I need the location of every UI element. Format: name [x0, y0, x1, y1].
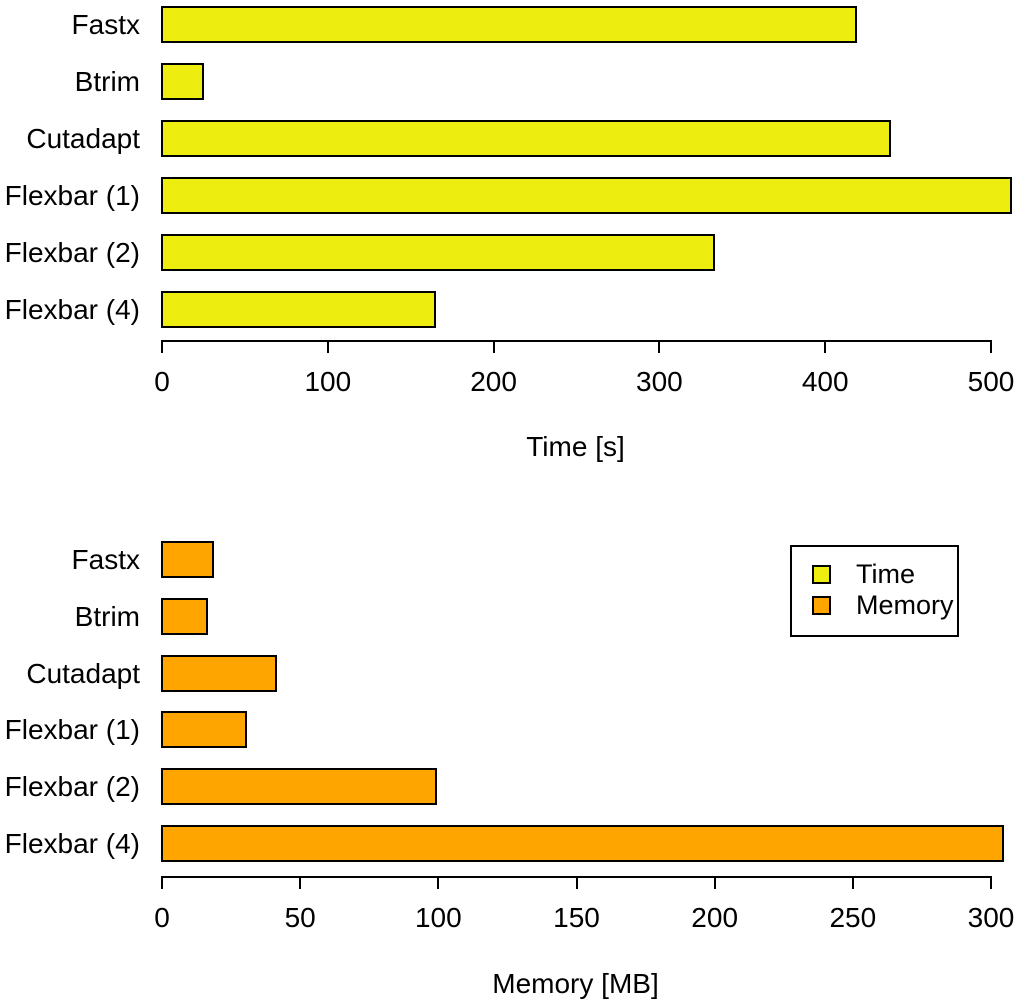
tick-label: 200	[691, 902, 739, 933]
axis-tick	[990, 876, 992, 889]
tick-label: 500	[967, 366, 1015, 397]
category-label: Flexbar (1)	[4, 714, 140, 746]
tick-label: 250	[829, 902, 877, 933]
axis-tick	[161, 340, 163, 353]
memory-bar	[161, 825, 1004, 862]
category-label: Flexbar (4)	[4, 828, 140, 859]
axis-tick	[658, 340, 661, 353]
category-label: Fastx	[71, 544, 140, 575]
tick-label: 0	[154, 366, 170, 397]
time-bar	[161, 6, 858, 43]
legend-entry: Memory	[812, 590, 957, 620]
tick-label: 200	[470, 366, 517, 397]
legend-swatch	[812, 565, 831, 584]
x-axis-title-time: Time [s]	[526, 431, 625, 462]
category-label: Cutadapt	[26, 657, 140, 689]
axis-tick	[575, 876, 578, 889]
category-label: Flexbar (4)	[4, 294, 140, 325]
legend-entry-label: Memory	[856, 590, 954, 620]
axis-tick	[492, 340, 495, 353]
memory-bar	[161, 541, 214, 578]
legend: Time Memory	[790, 545, 959, 637]
legend-swatch	[812, 596, 831, 615]
axis-tick	[990, 340, 992, 353]
axis-tick	[713, 876, 716, 889]
category-label: Cutadapt	[26, 123, 140, 154]
axis-tick	[851, 876, 854, 889]
category-label: Flexbar (2)	[4, 237, 140, 268]
memory-bar	[161, 654, 278, 692]
axis-tick	[824, 340, 827, 353]
time-bar	[161, 291, 437, 328]
category-label: Flexbar (2)	[4, 771, 140, 803]
category-label: Fastx	[71, 9, 140, 40]
tick-label: 0	[154, 902, 170, 933]
tick-label: 100	[414, 902, 462, 933]
legend-entry: Time	[812, 559, 957, 589]
tick-label: 150	[553, 902, 600, 933]
axis-tick	[437, 876, 440, 889]
memory-bar	[161, 768, 438, 806]
axis-tick	[161, 876, 163, 889]
x-axis-title-memory: Memory [MB]	[492, 968, 659, 999]
tick-label: 300	[967, 902, 1015, 933]
tick-label: 100	[304, 366, 352, 397]
time-bar	[161, 234, 715, 271]
time-bar	[161, 177, 1012, 214]
category-label: Flexbar (1)	[4, 180, 140, 211]
memory-bar	[161, 597, 208, 635]
axis-tick	[299, 876, 302, 889]
time-bar	[161, 120, 891, 157]
tick-label: 50	[284, 902, 316, 933]
axis-tick	[326, 340, 329, 353]
memory-bar	[161, 711, 247, 749]
tick-label: 300	[636, 366, 683, 397]
category-label: Btrim	[74, 66, 140, 97]
time-bar	[161, 63, 205, 100]
legend-entry-label: Time	[856, 559, 915, 589]
x-axis-line	[161, 340, 992, 342]
category-label: Btrim	[74, 600, 140, 632]
tick-label: 400	[801, 366, 849, 397]
